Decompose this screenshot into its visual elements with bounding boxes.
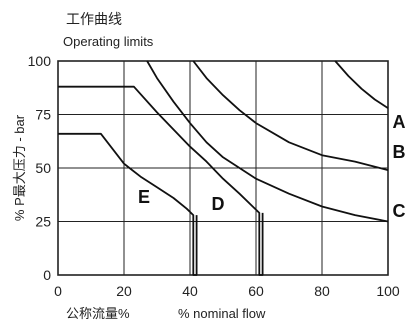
chart-subtitle: Operating limits <box>63 34 154 49</box>
chart-title: 工作曲线 <box>66 12 122 28</box>
y-tick-label: 0 <box>43 267 51 283</box>
series-line-d <box>58 85 264 276</box>
x-tick-label: 0 <box>54 283 62 299</box>
y-tick-label: 75 <box>35 107 51 123</box>
x-tick-label: 20 <box>116 283 132 299</box>
tick-labels: 0 20 40 60 80 100 0 25 50 75 100 <box>28 53 400 299</box>
y-tick-label: 25 <box>35 214 51 230</box>
x-tick-label: 100 <box>376 283 400 299</box>
series-line-c <box>146 60 389 223</box>
series-line-b <box>192 60 389 171</box>
series-label-b: B <box>393 142 406 162</box>
series-label-c: C <box>393 201 406 221</box>
plot-frame <box>57 60 389 276</box>
grid-lines <box>58 61 388 275</box>
x-tick-label: 60 <box>248 283 264 299</box>
x-tick-label: 40 <box>182 283 198 299</box>
series-label-a: A <box>393 112 406 132</box>
series-label-d: D <box>212 194 225 214</box>
y-tick-label: 50 <box>35 160 51 176</box>
y-tick-label: 100 <box>28 53 52 69</box>
series-line-a <box>334 60 389 109</box>
x-axis-label-cn: 公称流量% <box>66 306 130 321</box>
series-lines: AB C D E <box>58 60 406 276</box>
series-line-e <box>58 132 198 276</box>
series-label-e: E <box>138 187 150 207</box>
x-tick-label: 80 <box>314 283 330 299</box>
x-axis-label: % nominal flow <box>178 306 266 321</box>
y-axis-label: % P最大压力 - bar <box>12 114 27 221</box>
